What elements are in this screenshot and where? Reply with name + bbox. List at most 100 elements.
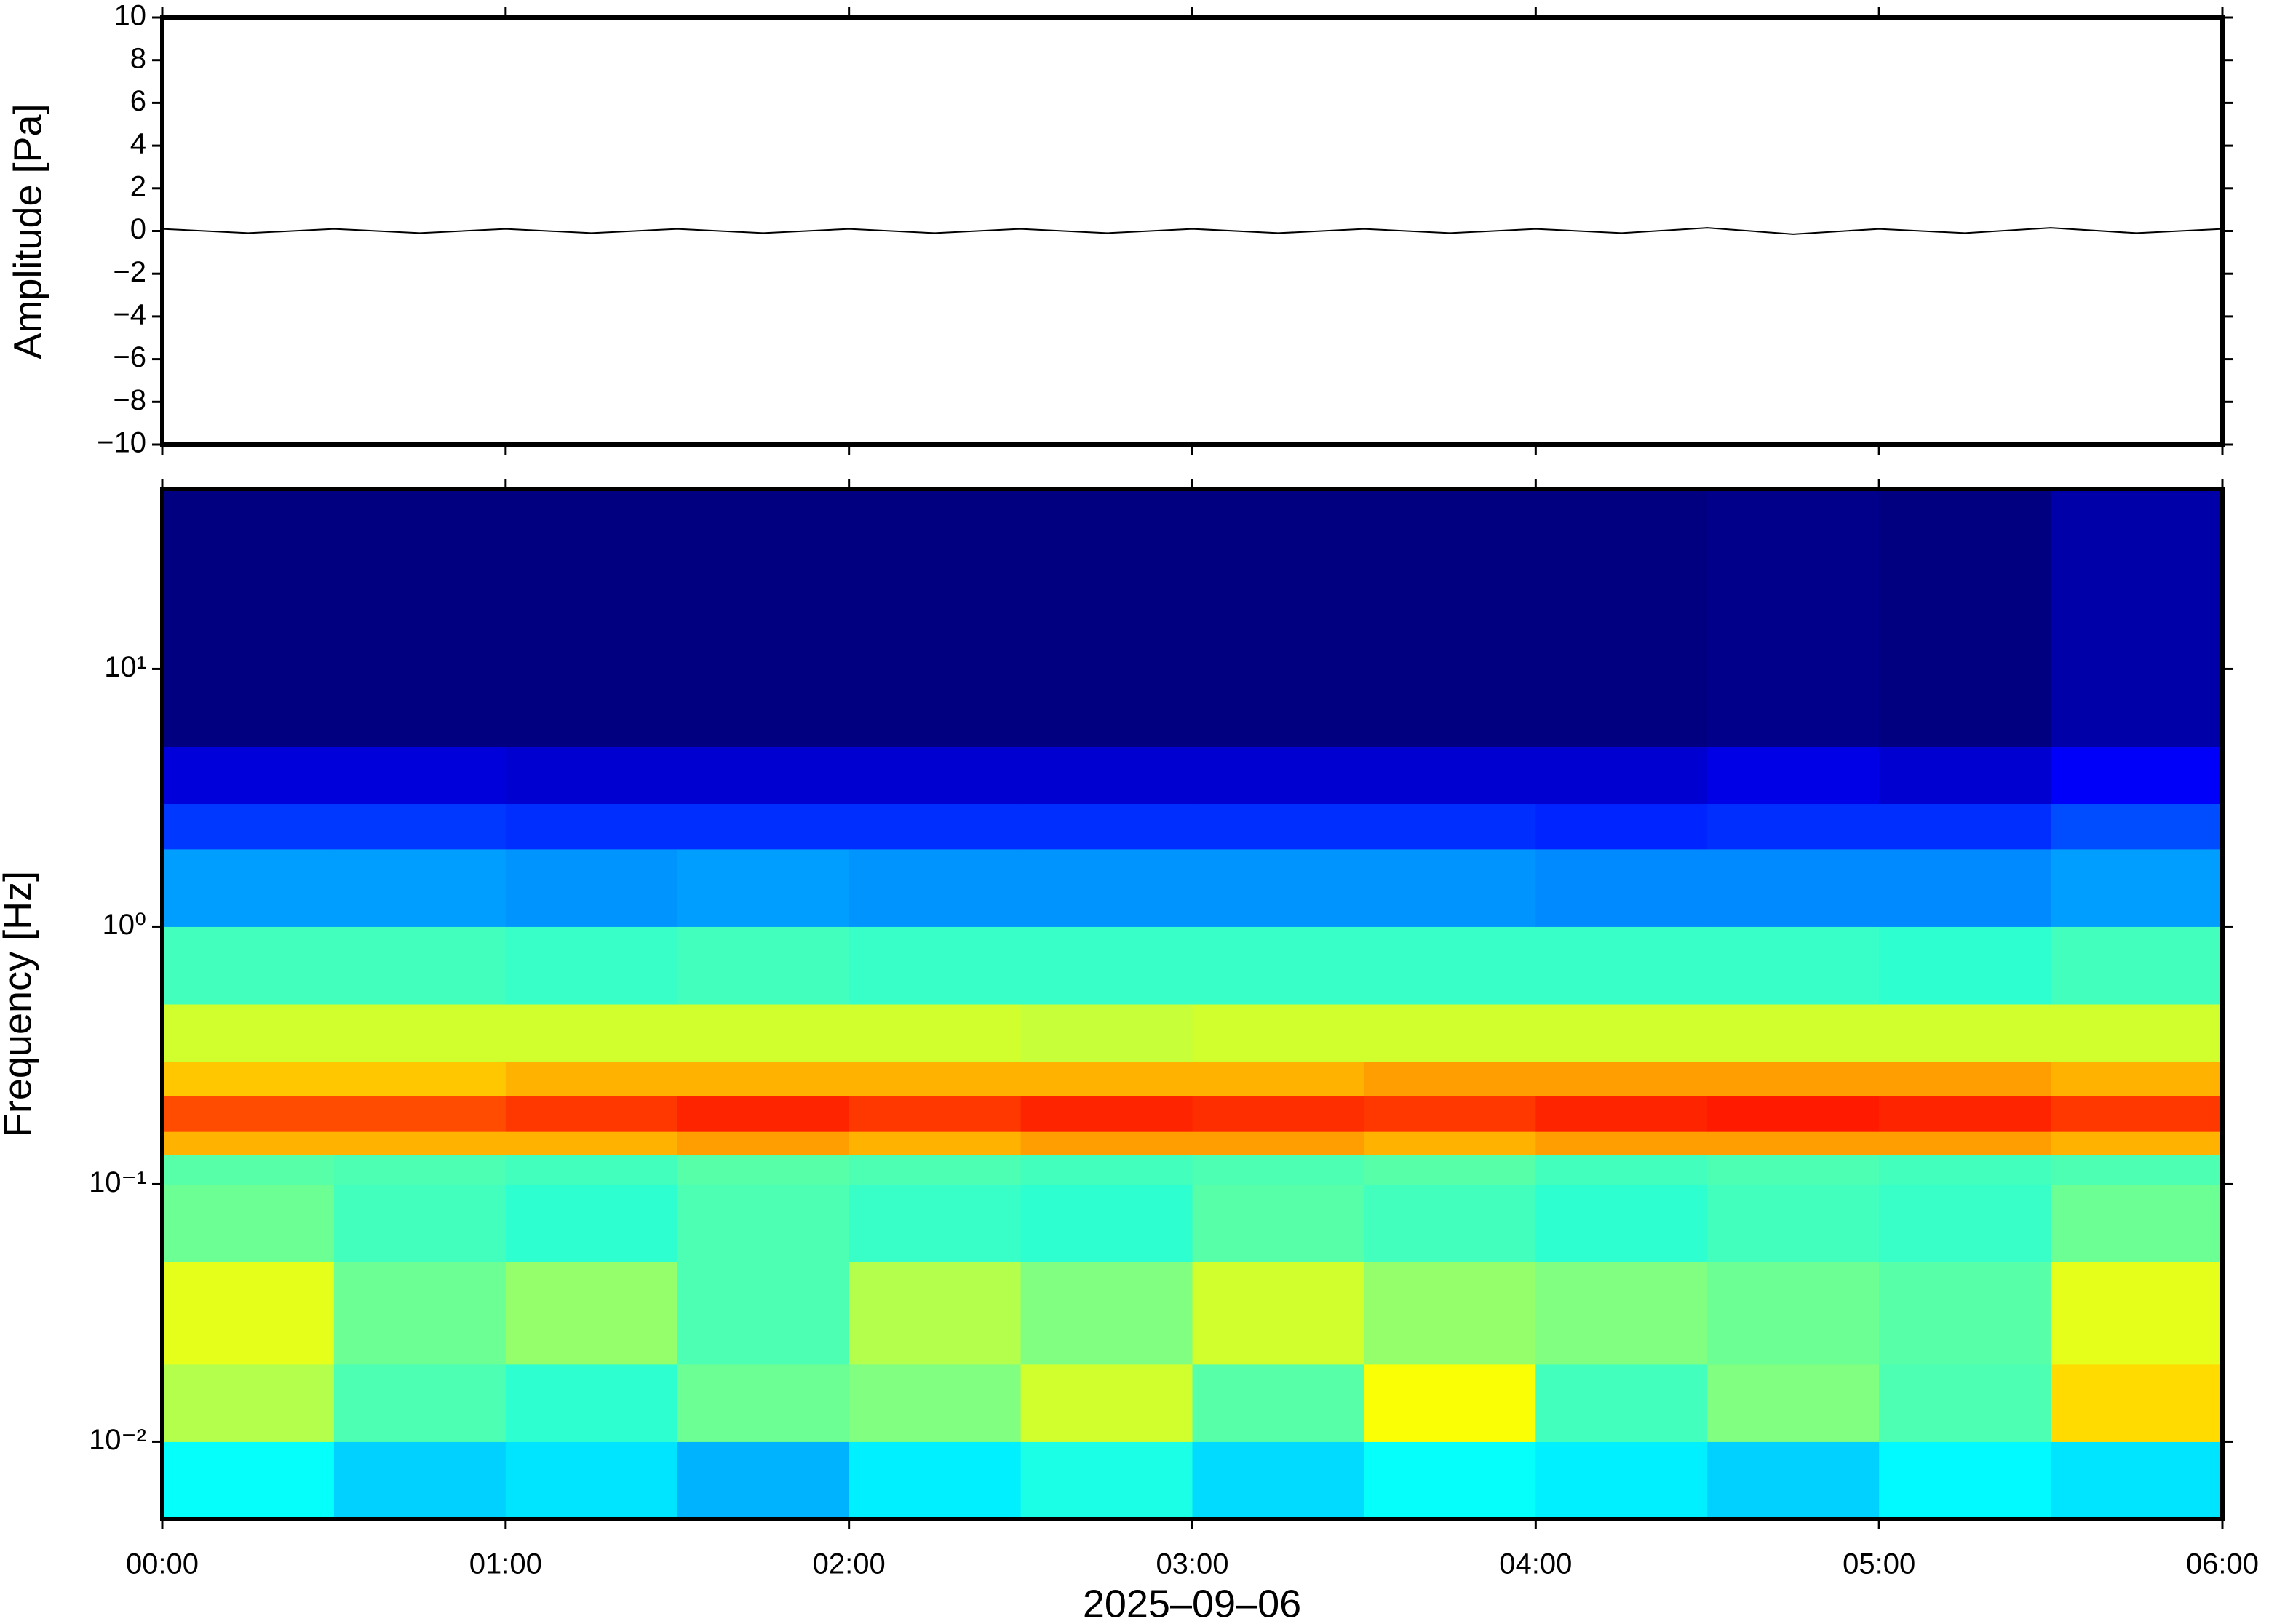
spectrogram-cell xyxy=(333,1061,506,1096)
y-tick-label: 8 xyxy=(130,42,146,74)
waveform xyxy=(162,227,2223,235)
y-tick-label: 10⁻¹ xyxy=(89,1166,146,1198)
spectrogram-cell xyxy=(1364,1004,1536,1062)
y-axis-label: Frequency [Hz] xyxy=(0,871,39,1137)
spectrogram-cell xyxy=(505,926,678,1005)
spectrogram-cell xyxy=(677,1364,850,1442)
spectrogram-cell xyxy=(1364,489,1536,747)
x-tick-label: 00:00 xyxy=(126,1548,199,1580)
spectrogram-cell xyxy=(1192,747,1364,805)
spectrogram-cell xyxy=(162,1096,335,1132)
x-tick-label: 01:00 xyxy=(469,1548,542,1580)
spectrogram-cell xyxy=(2051,1155,2223,1185)
spectrogram-cell xyxy=(162,1155,335,1185)
spectrogram-cell xyxy=(1020,1096,1193,1132)
spectrogram-cell xyxy=(849,1004,1022,1062)
spectrogram-cell xyxy=(1364,1184,1536,1262)
spectrogram-cell xyxy=(849,803,1022,850)
spectrogram-cell xyxy=(1879,1184,2051,1262)
spectrogram-cell xyxy=(849,1131,1022,1155)
spectrogram-cell xyxy=(333,489,506,747)
spectrogram-cell xyxy=(1192,1184,1364,1262)
y-tick-label: 0 xyxy=(130,213,146,245)
spectrogram-cell xyxy=(1364,1131,1536,1155)
spectrogram-cell xyxy=(677,1131,850,1155)
spectrogram-cell xyxy=(677,926,850,1005)
spectrogram-cell xyxy=(1364,926,1536,1005)
spectrogram-cell xyxy=(505,1131,678,1155)
spectrogram-cell xyxy=(1707,803,1880,850)
spectrogram-cell xyxy=(333,1184,506,1262)
spectrogram-cell xyxy=(1020,1184,1193,1262)
y-tick-label: −4 xyxy=(113,298,146,330)
spectrogram-cell xyxy=(1535,1061,1708,1096)
spectrogram-cell xyxy=(1535,926,1708,1005)
spectrogram-cell xyxy=(2051,1004,2223,1062)
y-tick-label: −2 xyxy=(113,256,146,288)
spectrogram-cell xyxy=(162,747,335,805)
spectrogram-cell xyxy=(849,1096,1022,1132)
spectrogram-cell xyxy=(333,1364,506,1442)
spectrogram-cell xyxy=(1020,747,1193,805)
spectrogram-cell xyxy=(1535,1441,1708,1520)
spectrogram-cell xyxy=(1707,1096,1880,1132)
y-tick-label: 10¹ xyxy=(104,651,146,683)
spectrogram-cell xyxy=(1879,1155,2051,1185)
spectrogram-cell xyxy=(1535,803,1708,850)
spectrogram-cell xyxy=(1364,1096,1536,1132)
spectrogram-cell xyxy=(1364,803,1536,850)
y-axis-label: Amplitude [Pa] xyxy=(6,103,49,359)
x-tick-label: 05:00 xyxy=(1843,1548,1915,1580)
spectrogram-cell xyxy=(1707,1262,1880,1365)
spectrogram-cell xyxy=(1535,1262,1708,1365)
spectrogram-cell xyxy=(333,1441,506,1520)
spectrogram-cell xyxy=(2051,1131,2223,1155)
spectrogram-cell xyxy=(1020,1262,1193,1365)
spectrogram-cell xyxy=(1192,1364,1364,1442)
spectrogram-cell xyxy=(849,1441,1022,1520)
spectrogram-cell xyxy=(677,1096,850,1132)
spectrogram-cell xyxy=(2051,1441,2223,1520)
spectrogram-cell xyxy=(849,1184,1022,1262)
spectrogram-cell xyxy=(1879,848,2051,927)
spectrogram-cell xyxy=(1879,803,2051,850)
spectrogram-cell xyxy=(677,747,850,805)
spectrogram-cell xyxy=(677,1061,850,1096)
spectrogram-cell xyxy=(1707,926,1880,1005)
spectrogram-cell xyxy=(1535,1004,1708,1062)
spectrogram-cell xyxy=(1364,1155,1536,1185)
spectrogram-cell xyxy=(1020,1004,1193,1062)
spectrogram-cell xyxy=(1020,1131,1193,1155)
spectrogram-cell xyxy=(1192,803,1364,850)
spectrogram-cell xyxy=(849,848,1022,927)
spectrogram-cell xyxy=(333,848,506,927)
spectrogram-cell xyxy=(849,1364,1022,1442)
y-tick-label: 2 xyxy=(130,170,146,202)
spectrogram-cell xyxy=(1535,1131,1708,1155)
spectrogram-cell xyxy=(1707,747,1880,805)
spectrogram-cell xyxy=(1192,1441,1364,1520)
y-tick-label: −6 xyxy=(113,341,146,373)
spectrogram-cell xyxy=(2051,1184,2223,1262)
spectrogram-cell xyxy=(677,1184,850,1262)
spectrogram-cell xyxy=(162,848,335,927)
spectrogram-cell xyxy=(1535,489,1708,747)
spectrogram-cell xyxy=(1364,1061,1536,1096)
spectrogram-cell xyxy=(1020,1061,1193,1096)
spectrogram-cell xyxy=(1535,848,1708,927)
spectrogram-cell xyxy=(849,1155,1022,1185)
spectrogram-cell xyxy=(1707,1131,1880,1155)
y-tick-label: 4 xyxy=(130,128,146,160)
spectrogram-cell xyxy=(1707,1061,1880,1096)
spectrogram-cell xyxy=(505,1262,678,1365)
spectrogram-cell xyxy=(1707,848,1880,927)
spectrogram-cell xyxy=(2051,1061,2223,1096)
spectrogram-cell xyxy=(1020,1155,1193,1185)
spectrogram-cell xyxy=(333,1262,506,1365)
x-tick-label: 03:00 xyxy=(1156,1548,1228,1580)
spectrogram-cell xyxy=(162,1004,335,1062)
y-tick-label: −10 xyxy=(97,427,146,459)
spectrogram-cell xyxy=(1192,1131,1364,1155)
spectrogram-cell xyxy=(505,747,678,805)
spectrogram-cell xyxy=(505,803,678,850)
